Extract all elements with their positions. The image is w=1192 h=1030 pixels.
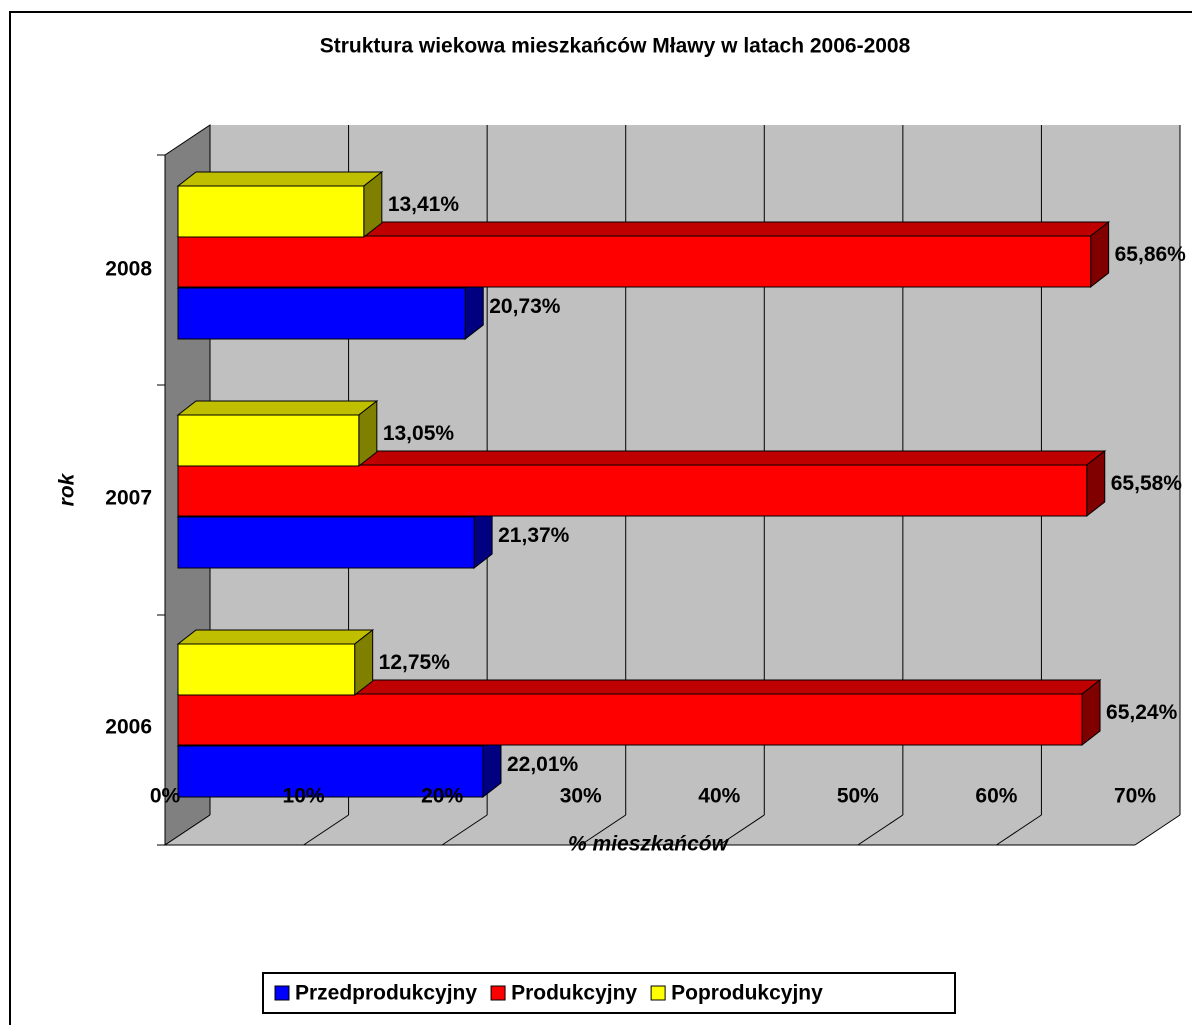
bar	[176, 628, 375, 697]
data-label: 65,86%	[1115, 243, 1187, 266]
data-label: 21,37%	[498, 524, 570, 547]
legend	[262, 972, 956, 1014]
floor	[165, 815, 1180, 845]
x-tick-label: 40%	[698, 785, 740, 808]
x-tick-label: 20%	[421, 785, 463, 808]
x-tick-label: 30%	[560, 785, 602, 808]
bar	[176, 170, 384, 239]
bar-top	[176, 629, 375, 645]
grid-line	[719, 814, 765, 846]
plot	[157, 125, 1181, 846]
chart-title: Struktura wiekowa mieszkańców Mławy w la…	[320, 35, 911, 58]
x-tick-label: 70%	[1114, 785, 1156, 808]
y-tick-label: 2008	[105, 258, 152, 281]
bar	[176, 678, 1102, 747]
legend-label: Przedprodukcyjny	[295, 982, 477, 1005]
legend-swatch	[274, 985, 290, 1001]
legend-swatch	[650, 985, 666, 1001]
bar-front	[177, 414, 360, 467]
data-label: 13,41%	[388, 193, 460, 216]
bar-front	[177, 745, 484, 798]
data-label: 22,01%	[507, 753, 579, 776]
bar	[176, 220, 1111, 289]
x-axis-title: % mieszkańców	[568, 833, 730, 856]
grid-line	[164, 814, 211, 846]
bar-top	[176, 171, 384, 187]
y-axis-title: rok	[56, 472, 79, 506]
bar-top	[176, 400, 379, 416]
bar	[176, 399, 379, 468]
bar-front	[177, 287, 466, 340]
grid-line	[441, 814, 488, 846]
x-tick-label: 10%	[283, 785, 325, 808]
grid-line	[857, 814, 904, 846]
grid-line	[580, 814, 626, 846]
data-label: 13,05%	[383, 422, 455, 445]
data-label: 20,73%	[489, 295, 561, 318]
x-tick-label: 60%	[975, 785, 1017, 808]
data-label: 65,24%	[1106, 701, 1178, 724]
bar-front	[177, 185, 365, 238]
bar-front	[177, 464, 1088, 517]
legend-label: Produkcyjny	[511, 982, 637, 1005]
y-tick-label: 2007	[105, 487, 152, 510]
bar-front	[177, 693, 1083, 746]
bar-front	[177, 516, 475, 569]
x-tick-label: 0%	[150, 785, 181, 808]
legend-swatch	[490, 985, 506, 1001]
grid-line	[996, 814, 1042, 846]
y-tick-label: 2006	[105, 716, 152, 739]
x-tick-label: 50%	[837, 785, 879, 808]
bar	[176, 449, 1107, 518]
grid-line	[303, 814, 349, 846]
legend-label: Poprodukcyjny	[671, 982, 823, 1005]
data-label: 65,58%	[1111, 472, 1183, 495]
bar-front	[177, 643, 356, 696]
data-label: 12,75%	[379, 651, 451, 674]
grid-line	[1134, 814, 1181, 846]
bar-front	[177, 235, 1092, 288]
